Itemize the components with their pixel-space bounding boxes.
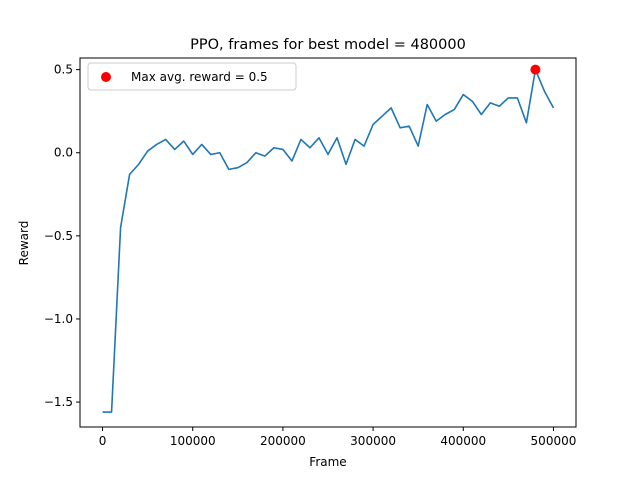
- legend-marker: [101, 72, 111, 82]
- max-reward-point: [530, 64, 541, 75]
- y-tick-label: −0.5: [44, 229, 73, 243]
- legend-label: Max avg. reward = 0.5: [131, 70, 268, 84]
- y-axis-label: Reward: [17, 221, 31, 266]
- reward-line: [102, 68, 555, 413]
- x-tick-label: 100000: [170, 434, 216, 448]
- x-axis-label: Frame: [309, 455, 346, 469]
- axes-frame: [79, 57, 577, 428]
- x-tick-label: 200000: [260, 434, 306, 448]
- x-tick-label: 300000: [350, 434, 396, 448]
- x-axis: 0 100000 200000 300000 400000 500000: [99, 427, 577, 448]
- y-tick-label: 0.5: [54, 63, 73, 77]
- y-tick-label: −1.5: [44, 395, 73, 409]
- chart-title: PPO, frames for best model = 480000: [190, 37, 466, 53]
- x-tick-label: 400000: [440, 434, 486, 448]
- x-tick-label: 500000: [531, 434, 577, 448]
- plot-area: [102, 64, 555, 413]
- legend-box: [87, 62, 297, 91]
- y-tick-label: −1.0: [44, 312, 73, 326]
- y-axis: 0.5 0.0 −0.5 −1.0 −1.5: [44, 63, 80, 409]
- legend: Max avg. reward = 0.5: [87, 62, 297, 91]
- x-tick-label: 0: [99, 434, 107, 448]
- y-tick-label: 0.0: [54, 146, 73, 160]
